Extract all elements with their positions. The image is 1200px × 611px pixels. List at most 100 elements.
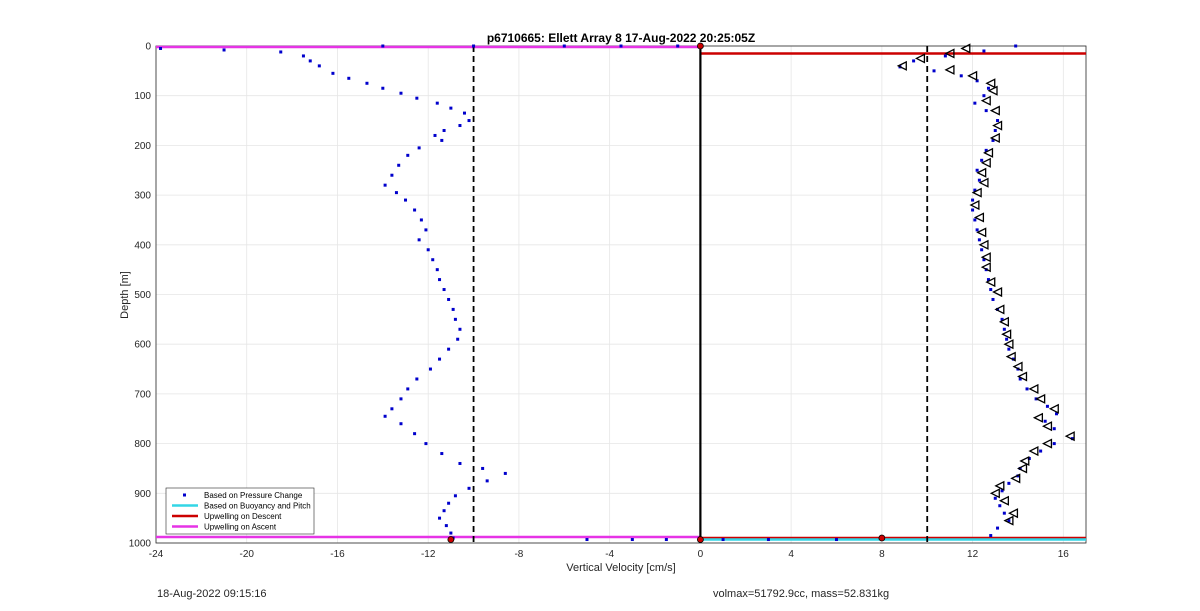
data-marker xyxy=(985,277,996,288)
data-point xyxy=(721,538,725,542)
data-point xyxy=(932,69,936,73)
data-point xyxy=(1000,489,1004,493)
data-marker xyxy=(960,43,971,54)
data-point xyxy=(433,133,437,137)
data-point xyxy=(1007,347,1011,351)
data-point xyxy=(440,138,444,142)
data-marker xyxy=(944,64,955,75)
grid xyxy=(155,45,1086,544)
data-point xyxy=(449,106,453,110)
legend: Based on Pressure Change Based on Buoyanc… xyxy=(165,487,315,535)
data-marker xyxy=(978,239,989,250)
data-point xyxy=(1045,404,1049,408)
data-point xyxy=(1000,317,1004,321)
data-marker xyxy=(987,85,998,96)
data-marker xyxy=(1048,403,1059,414)
data-marker xyxy=(1001,329,1012,340)
data-marker xyxy=(1028,446,1039,457)
legend-swatch xyxy=(183,493,186,497)
data-point xyxy=(977,178,981,182)
data-point xyxy=(991,138,995,142)
data-point xyxy=(986,278,990,282)
x-tick-label: -12 xyxy=(421,549,436,560)
data-point xyxy=(222,48,226,52)
data-point xyxy=(1052,442,1056,446)
series-descent-profile xyxy=(898,44,1074,538)
y-tick-label: 700 xyxy=(134,389,151,400)
data-marker xyxy=(983,147,994,158)
data-marker xyxy=(1010,473,1021,484)
data-point xyxy=(442,128,446,132)
data-point xyxy=(317,64,321,68)
data-point xyxy=(453,494,457,498)
y-tick-label: 800 xyxy=(134,439,151,450)
data-point xyxy=(1052,427,1056,431)
data-point xyxy=(984,148,988,152)
data-marker xyxy=(976,227,987,238)
legend-label: Based on Buoyancy and Pitch xyxy=(204,502,311,511)
y-tick-label: 100 xyxy=(134,91,151,102)
data-point xyxy=(1018,377,1022,381)
data-point xyxy=(977,238,981,242)
data-point xyxy=(381,86,385,90)
data-point xyxy=(973,101,977,105)
y-tick-label: 500 xyxy=(134,290,151,301)
data-marker xyxy=(989,488,1000,499)
data-point xyxy=(984,109,988,113)
data-point xyxy=(1039,449,1043,453)
data-point xyxy=(1002,327,1006,331)
series-ascent-profile xyxy=(159,46,507,540)
data-point xyxy=(1007,519,1011,523)
x-tick-label: 16 xyxy=(1058,549,1070,560)
data-marker xyxy=(896,60,907,71)
data-point xyxy=(1014,44,1018,48)
data-point xyxy=(982,258,986,262)
data-point xyxy=(415,96,419,100)
axis-ticks: -24 -20 -16 -12 -8 -4 0 4 8 12 16 0 100 200 300 400 500 6… xyxy=(129,42,1070,561)
data-point xyxy=(442,509,446,513)
chart-title: p6710665: Ellett Array 8 17-Aug-2022 20:… xyxy=(487,31,755,45)
data-marker xyxy=(1019,455,1030,467)
data-marker xyxy=(978,177,989,188)
data-point xyxy=(1043,419,1047,423)
data-point xyxy=(996,119,1000,123)
data-point xyxy=(503,471,507,475)
data-point xyxy=(975,168,979,172)
data-point xyxy=(438,516,442,520)
x-tick-label: -20 xyxy=(240,549,255,560)
data-point xyxy=(413,432,417,436)
footer-metadata: volmax=51792.9cc, mass=52.831kg xyxy=(713,588,890,600)
data-marker xyxy=(994,480,1005,491)
data-marker xyxy=(1064,431,1075,442)
y-tick-label: 0 xyxy=(145,42,151,53)
x-tick-label: -8 xyxy=(514,549,523,560)
data-point xyxy=(1002,511,1006,515)
data-marker xyxy=(976,167,987,178)
y-axis-label: Depth [m] xyxy=(119,271,131,319)
data-point xyxy=(424,442,428,446)
data-marker xyxy=(1007,508,1019,519)
data-point xyxy=(431,258,435,262)
footer-timestamp: 18-Aug-2022 09:15:16 xyxy=(157,588,267,600)
data-point xyxy=(664,538,668,542)
series-end-markers xyxy=(447,42,886,543)
data-point xyxy=(996,307,1000,311)
data-marker xyxy=(969,199,980,211)
data-marker xyxy=(980,157,991,168)
data-point xyxy=(397,163,401,167)
data-point xyxy=(390,407,394,411)
y-tick-label: 600 xyxy=(134,340,151,351)
x-tick-label: -16 xyxy=(330,549,345,560)
data-point xyxy=(467,486,471,490)
data-marker xyxy=(1041,438,1053,449)
data-point xyxy=(991,297,995,301)
data-point xyxy=(980,248,984,252)
data-point xyxy=(980,158,984,162)
data-marker xyxy=(980,262,991,273)
x-tick-label: 0 xyxy=(698,549,704,560)
data-marker xyxy=(1032,412,1044,423)
data-point xyxy=(562,44,566,48)
data-point xyxy=(413,208,417,212)
data-point xyxy=(438,357,442,361)
data-point xyxy=(971,208,975,212)
